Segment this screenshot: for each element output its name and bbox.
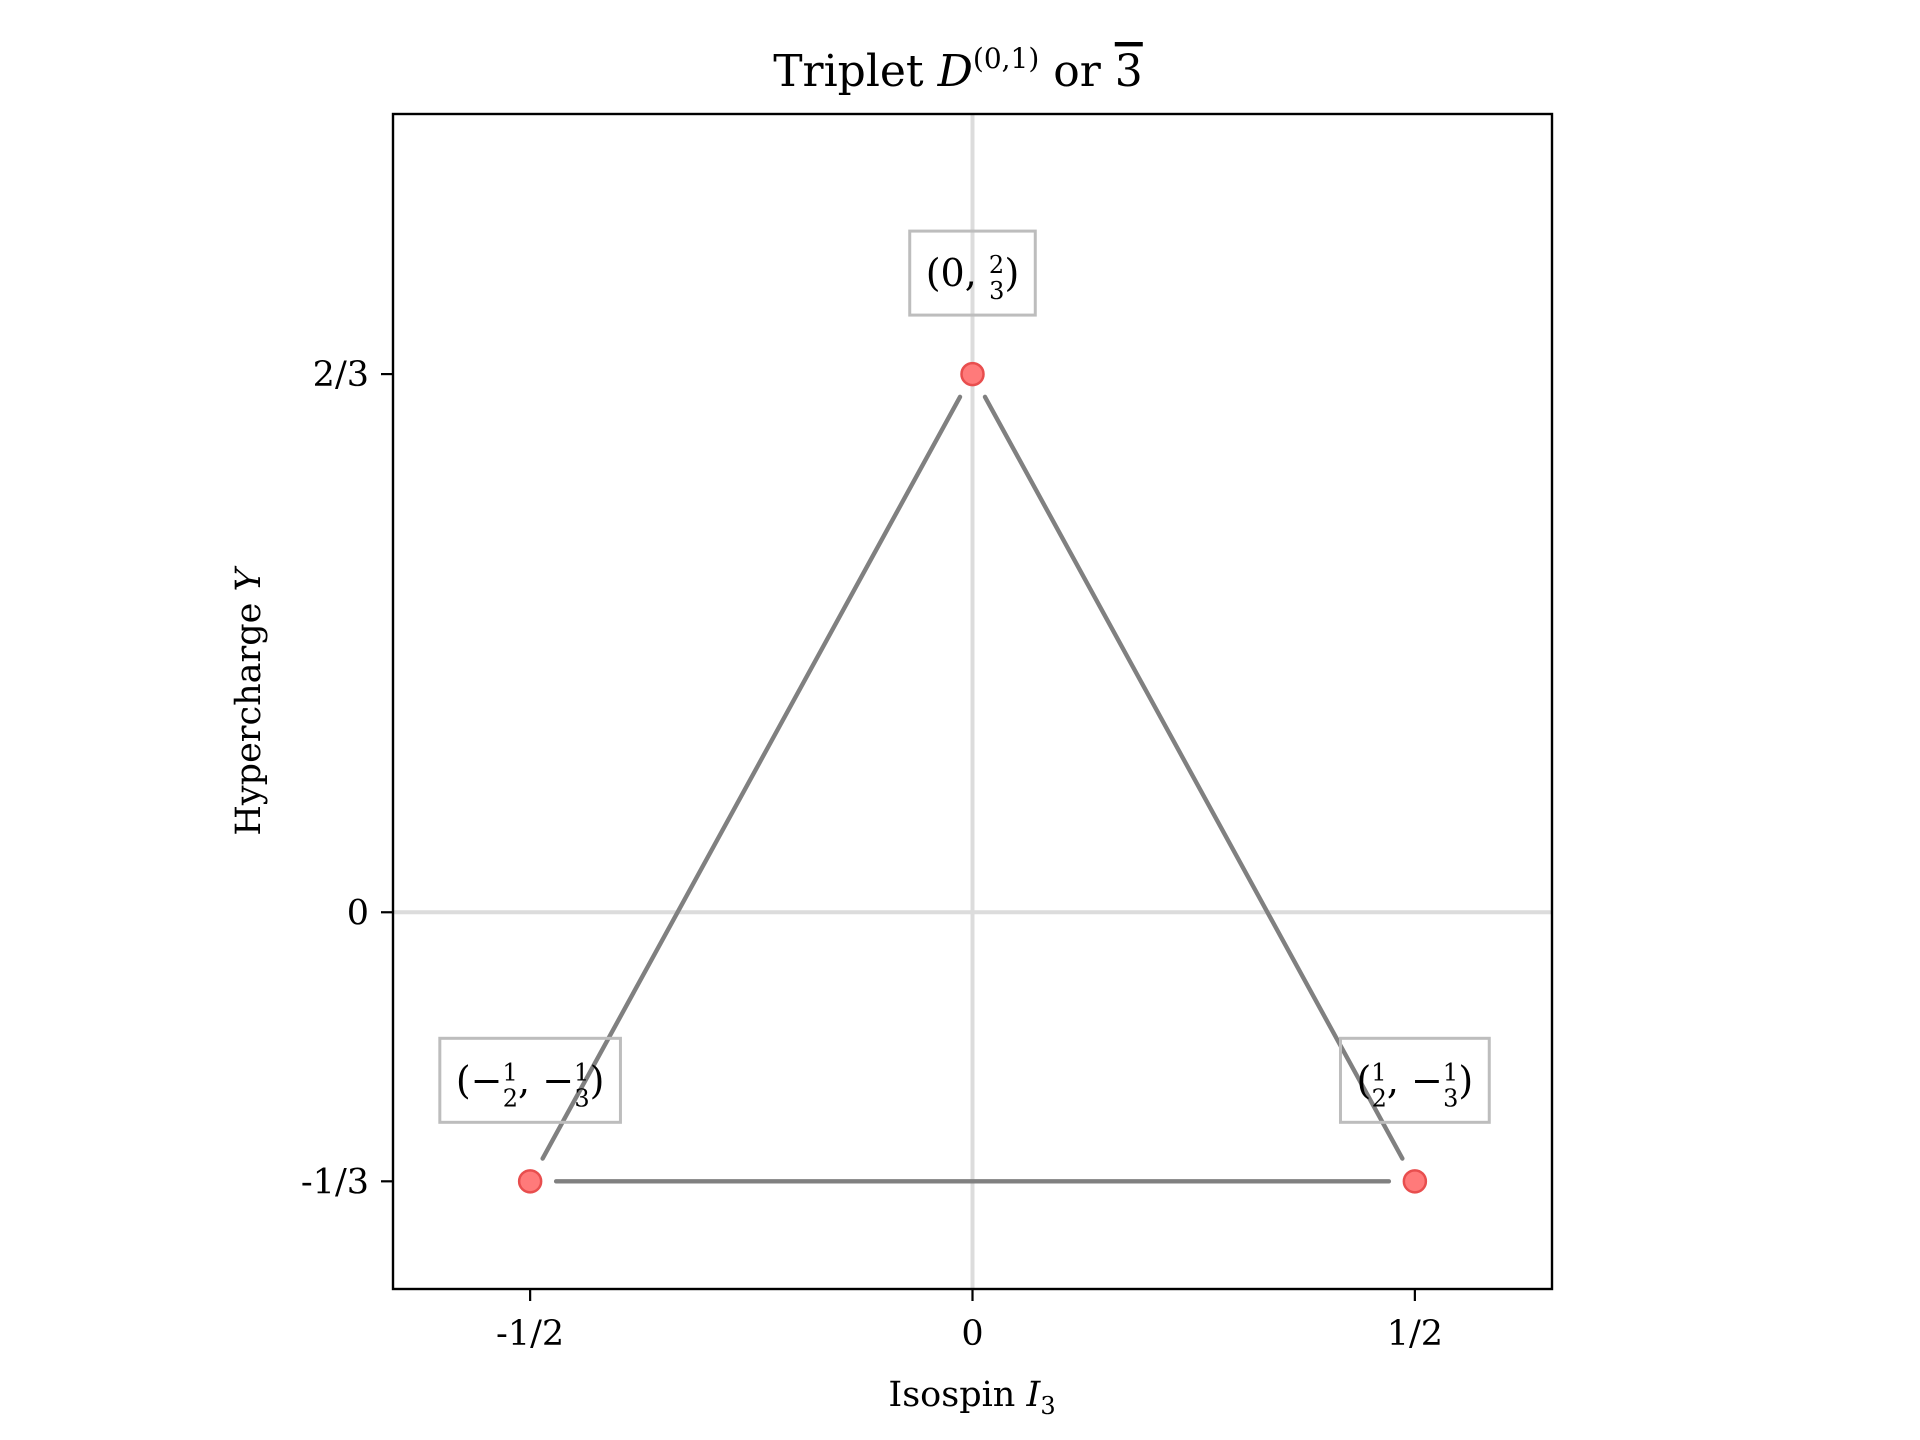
x-axis-label: Isospin I3 (888, 1375, 1055, 1420)
label-text-part: , − (518, 1058, 574, 1102)
y-axis-ticks: -1/3 0 2/3 (301, 355, 393, 1202)
y-tick-label-1: 0 (347, 893, 369, 933)
point-label-box (908, 229, 1037, 317)
point-label-2: (1 2, −1 3) (1338, 1036, 1491, 1124)
point-label-text: (−1 2, −1 3) (456, 1058, 605, 1112)
y-axis-label-text: Hypercharge (229, 591, 269, 835)
label-denominator: 3 (574, 1084, 589, 1112)
point-annotations: (0, 2 3)(−1 2, −1 3) (1 2, −1 3) (438, 229, 1491, 1124)
chart-title-prefix: Triplet (773, 46, 937, 97)
chart-title: Triplet D(0,1) or 3 (773, 42, 1143, 97)
point-label-box (1338, 1036, 1491, 1124)
label-numerator: 1 (1371, 1058, 1386, 1086)
y-axis-label-symbol: Y (229, 565, 269, 591)
point-label-0: (0, 2 3) (908, 229, 1037, 317)
label-numerator: 1 (574, 1058, 589, 1086)
data-point-0 (960, 361, 985, 387)
reference-lines (393, 114, 1552, 1289)
chart-title-superscript: (0,1) (973, 42, 1039, 75)
label-text-part: (0, (926, 251, 989, 295)
label-text-part: ) (1458, 1058, 1473, 1102)
label-denominator: 2 (503, 1084, 518, 1112)
x-axis-label-symbol: I (1025, 1375, 1041, 1415)
edge-1 (982, 394, 1405, 1161)
y-tick-label-0: -1/3 (301, 1162, 369, 1202)
data-point-2 (1402, 1169, 1428, 1194)
label-text-part: ) (590, 1058, 605, 1102)
edge-0 (540, 394, 963, 1161)
label-numerator: 1 (1443, 1058, 1458, 1086)
chart-title-rep: 3 (1115, 46, 1143, 97)
label-text-part: ) (1004, 251, 1019, 295)
x-axis-label-text: Isospin (888, 1375, 1026, 1415)
label-denominator: 2 (1372, 1084, 1387, 1112)
edges (540, 394, 1405, 1184)
label-text-part: , − (1387, 1058, 1443, 1102)
point-label-1: (−1 2, −1 3) (438, 1036, 622, 1124)
point-label-text: (0, 2 3) (926, 251, 1020, 305)
data-points (517, 361, 1428, 1194)
y-tick-label-2: 2/3 (313, 355, 369, 395)
label-denominator: 3 (1443, 1084, 1458, 1112)
label-numerator: 2 (989, 251, 1004, 279)
x-axis-label-sub: 3 (1040, 1392, 1055, 1420)
label-text-part: ( (1356, 1058, 1371, 1102)
point-label-box (438, 1036, 622, 1124)
label-text-part: (− (456, 1058, 503, 1102)
x-tick-label-1: 0 (961, 1314, 983, 1354)
x-axis-ticks: -1/2 0 1/2 (496, 1289, 1443, 1354)
x-tick-label-2: 1/2 (1387, 1314, 1443, 1354)
label-denominator: 3 (989, 277, 1004, 305)
chart-title-symbol: D (937, 46, 973, 97)
chart-title-connector: or (1039, 46, 1115, 97)
x-tick-label-0: -1/2 (496, 1314, 564, 1354)
point-label-text: (1 2, −1 3) (1356, 1058, 1473, 1112)
label-numerator: 1 (502, 1058, 517, 1086)
data-point-1 (517, 1169, 543, 1194)
y-axis-label: Hypercharge Y (229, 565, 269, 835)
